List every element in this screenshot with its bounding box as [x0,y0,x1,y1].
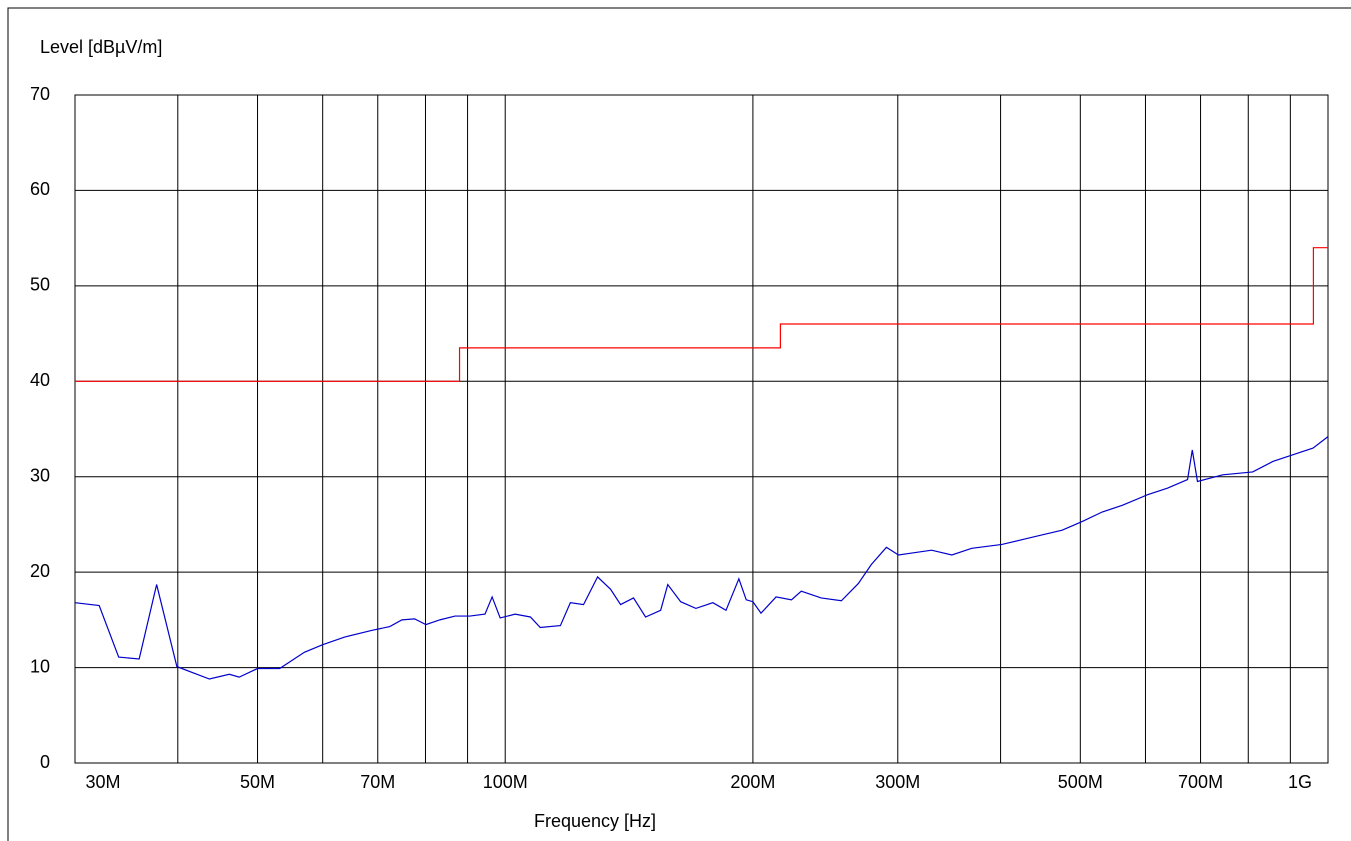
x-tick-label: 500M [1058,772,1103,792]
y-tick-label: 50 [30,275,50,295]
x-tick-label: 50M [240,772,275,792]
x-tick-label: 300M [875,772,920,792]
y-tick-label: 60 [30,179,50,199]
series-line [74,436,1329,680]
x-tick-label: 200M [730,772,775,792]
x-tick-label: 70M [360,772,395,792]
y-tick-label: 0 [40,752,50,772]
x-tick-label: 700M [1178,772,1223,792]
x-tick-label: 1G [1288,772,1312,792]
x-axis-label: Frequency [Hz] [534,811,656,831]
y-tick-label: 40 [30,370,50,390]
y-tick-label: 70 [30,84,50,104]
plot-border [74,94,1329,764]
series-line [75,247,1328,382]
y-tick-label: 30 [30,465,50,485]
frame [7,7,1351,841]
y-tick-label: 20 [30,561,50,581]
x-tick-label: 100M [483,772,528,792]
y-axis-label: Level [dBµV/m] [40,37,162,57]
y-tick-label: 10 [30,656,50,676]
x-tick-label: 30M [85,772,120,792]
